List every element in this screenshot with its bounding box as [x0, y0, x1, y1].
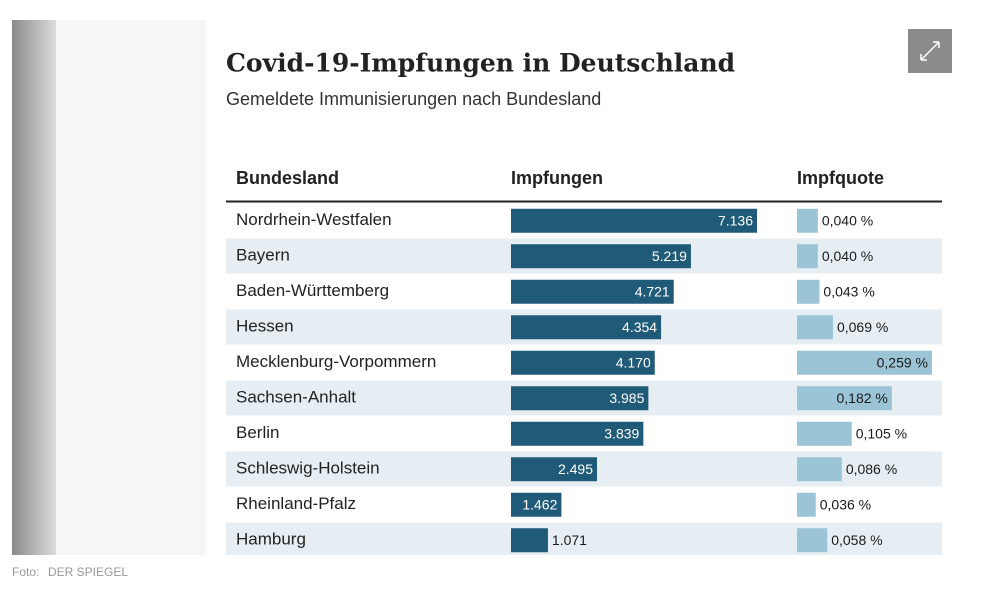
shadow [12, 20, 56, 555]
value-label: 0,036 % [820, 496, 871, 512]
value-label: 0,058 % [831, 532, 882, 548]
value-label: 0,182 % [836, 390, 887, 406]
bar [511, 279, 674, 304]
bar [511, 244, 691, 269]
value-label: 1.462 [522, 496, 557, 512]
category-label: Sachsen-Anhalt [236, 388, 356, 407]
category-label: Nordrhein-Westfalen [236, 210, 392, 229]
value-label: 4.354 [622, 319, 657, 335]
category-label: Hessen [236, 317, 294, 336]
value-label: 4.721 [635, 283, 670, 299]
bar [797, 244, 818, 269]
category-label: Hamburg [236, 530, 306, 549]
bar [797, 492, 816, 517]
bar [797, 350, 932, 375]
chart-subtitle: Gemeldete Immunisierungen nach Bundeslan… [226, 89, 601, 109]
value-label: 4.170 [616, 354, 651, 370]
expand-icon[interactable] [920, 41, 940, 61]
category-label: Mecklenburg-Vorpommern [236, 352, 436, 371]
column-header: Bundesland [236, 168, 339, 188]
value-label: 0,105 % [856, 425, 907, 441]
bar [797, 208, 818, 233]
bar [797, 279, 820, 304]
bar [511, 315, 662, 340]
value-label: 0,043 % [823, 283, 874, 299]
column-header: Impfquote [797, 168, 884, 188]
chart-image: Covid-19-Impfungen in Deutschland Gemeld… [12, 20, 960, 555]
category-label: Bayern [236, 246, 290, 265]
bar [797, 315, 833, 340]
bar [511, 208, 757, 233]
category-label: Baden-Württemberg [236, 281, 389, 300]
value-label: 2.495 [558, 461, 593, 477]
value-label: 3.839 [604, 425, 639, 441]
value-label: 0,040 % [822, 212, 873, 228]
expand-button[interactable] [908, 29, 952, 73]
caption-label: Foto: [12, 565, 39, 579]
bar [511, 492, 562, 517]
value-label: 0,259 % [877, 354, 928, 370]
value-label: 3.985 [609, 390, 644, 406]
bar [511, 421, 644, 446]
value-label: 5.219 [652, 248, 687, 264]
bar [511, 386, 649, 411]
value-label: 0,040 % [822, 248, 873, 264]
bar [511, 457, 598, 482]
value-label: 0,069 % [837, 319, 888, 335]
bar [797, 386, 892, 411]
chart-title: Covid-19-Impfungen in Deutschland [226, 49, 735, 78]
caption-source: DER SPIEGEL [48, 565, 128, 579]
column-header: Impfungen [511, 168, 603, 188]
category-label: Berlin [236, 423, 279, 442]
value-label: 1.071 [552, 532, 587, 548]
bar [797, 457, 842, 482]
bar [797, 528, 828, 553]
bar [511, 528, 548, 553]
value-label: 0,086 % [846, 461, 897, 477]
bar [511, 350, 655, 375]
value-label: 7.136 [718, 212, 753, 228]
bar [797, 421, 852, 446]
category-label: Rheinland-Pfalz [236, 494, 356, 513]
category-label: Schleswig-Holstein [236, 459, 380, 478]
